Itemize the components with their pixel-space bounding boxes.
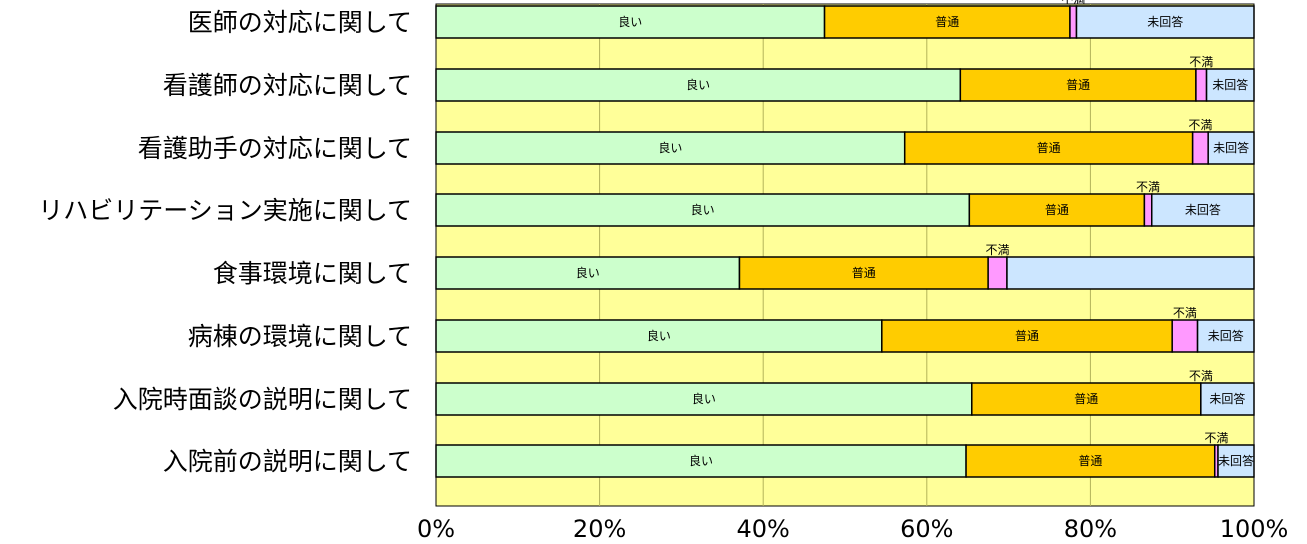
segment-label: 不満 bbox=[1188, 118, 1212, 132]
bar-segment-4 bbox=[1217, 444, 1255, 478]
bar-segment-3 bbox=[987, 256, 1008, 290]
x-tick-label: 60% bbox=[900, 515, 953, 543]
category-label: リハビリテーション実施に関して bbox=[38, 196, 412, 225]
bar-segment-4 bbox=[1006, 256, 1255, 290]
bar-segment-2 bbox=[881, 319, 1173, 353]
category-labels: 医師の対応に関して看護師の対応に関して看護助手の対応に関してリハビリテーション実… bbox=[38, 8, 412, 476]
segment-label: 未回答 bbox=[1218, 453, 1254, 468]
segment-label: 不満 bbox=[1189, 55, 1213, 69]
segment-label: 未回答 bbox=[1185, 202, 1221, 217]
bar-segment-2 bbox=[903, 131, 1194, 165]
segment-label: 不満 bbox=[1204, 431, 1228, 445]
bar-segment-3 bbox=[1191, 131, 1209, 165]
bar-segment-4 bbox=[1200, 382, 1255, 416]
category-label: 看護師の対応に関して bbox=[163, 71, 412, 100]
segment-label: 未回答 bbox=[1212, 77, 1248, 92]
category-label: 入院時面談の説明に関して bbox=[113, 385, 412, 414]
segment-label: 良い bbox=[618, 14, 642, 29]
segment-label: 不満 bbox=[1173, 306, 1197, 320]
segment-label: 普通 bbox=[1078, 454, 1102, 468]
segment-label: 良い bbox=[691, 202, 715, 217]
category-label: 看護助手の対応に関して bbox=[138, 134, 412, 163]
bars: 良い普通不満未回答良い普通不満未回答良い普通不満未回答良い普通不満未回答良い普通… bbox=[435, 0, 1255, 478]
bar-segment-1 bbox=[435, 444, 967, 478]
segment-label: 良い bbox=[647, 328, 671, 343]
segment-label: 不満 bbox=[1136, 180, 1160, 194]
x-tick-label: 20% bbox=[573, 515, 626, 543]
segment-label: 良い bbox=[689, 453, 713, 468]
bar-segment-1 bbox=[435, 131, 906, 165]
bar-segment-1 bbox=[435, 193, 971, 227]
bar-segment-2 bbox=[968, 193, 1146, 227]
bar-segment-4 bbox=[1196, 319, 1255, 353]
bar-segment-4 bbox=[1207, 131, 1255, 165]
x-tick-label: 80% bbox=[1064, 515, 1117, 543]
bar-segment-1 bbox=[435, 256, 741, 290]
x-tick-label: 100% bbox=[1220, 515, 1289, 543]
segment-label: 普通 bbox=[1045, 203, 1069, 217]
segment-label: 普通 bbox=[1015, 329, 1039, 343]
bar-segment-4 bbox=[1205, 68, 1255, 102]
segment-label: 良い bbox=[692, 391, 716, 406]
bar-segment-1 bbox=[435, 319, 883, 353]
x-tick-label: 40% bbox=[737, 515, 790, 543]
x-tick-label: 0% bbox=[417, 515, 455, 543]
bar-segment-2 bbox=[971, 382, 1202, 416]
category-label: 食事環境に関して bbox=[213, 259, 412, 288]
segment-label: 未回答 bbox=[1208, 328, 1244, 343]
category-label: 病棟の環境に関して bbox=[188, 322, 412, 351]
bar-segment-2 bbox=[823, 5, 1071, 39]
bar-segment-4 bbox=[1151, 193, 1255, 227]
segment-label: 普通 bbox=[1074, 392, 1098, 406]
bar-segment-1 bbox=[435, 5, 826, 39]
segment-label: 良い bbox=[576, 265, 600, 280]
segment-label: 不満 bbox=[1061, 0, 1085, 6]
bar-segment-4 bbox=[1075, 5, 1255, 39]
segment-label: 普通 bbox=[852, 266, 876, 280]
bar-segment-3 bbox=[1143, 193, 1153, 227]
segment-label: 普通 bbox=[935, 15, 959, 29]
segment-label: 良い bbox=[658, 140, 682, 155]
segment-label: 普通 bbox=[1037, 141, 1061, 155]
category-label: 入院前の説明に関して bbox=[163, 447, 412, 476]
segment-label: 不満 bbox=[986, 243, 1010, 257]
bar-segment-2 bbox=[965, 444, 1216, 478]
bar-segment-1 bbox=[435, 68, 962, 102]
segment-label: 不満 bbox=[1189, 369, 1213, 383]
segment-label: 未回答 bbox=[1147, 14, 1183, 29]
segment-label: 普通 bbox=[1066, 78, 1090, 92]
bar-segment-3 bbox=[1069, 5, 1078, 39]
category-label: 医師の対応に関して bbox=[188, 8, 412, 37]
x-tick-labels: 0% 20% 40% 60% 80% 100% bbox=[417, 515, 1288, 543]
segment-label: 未回答 bbox=[1213, 140, 1249, 155]
segment-label: 良い bbox=[686, 77, 710, 92]
bar-segment-3 bbox=[1195, 68, 1208, 102]
bar-segment-3 bbox=[1171, 319, 1199, 353]
segment-label: 未回答 bbox=[1209, 391, 1245, 406]
